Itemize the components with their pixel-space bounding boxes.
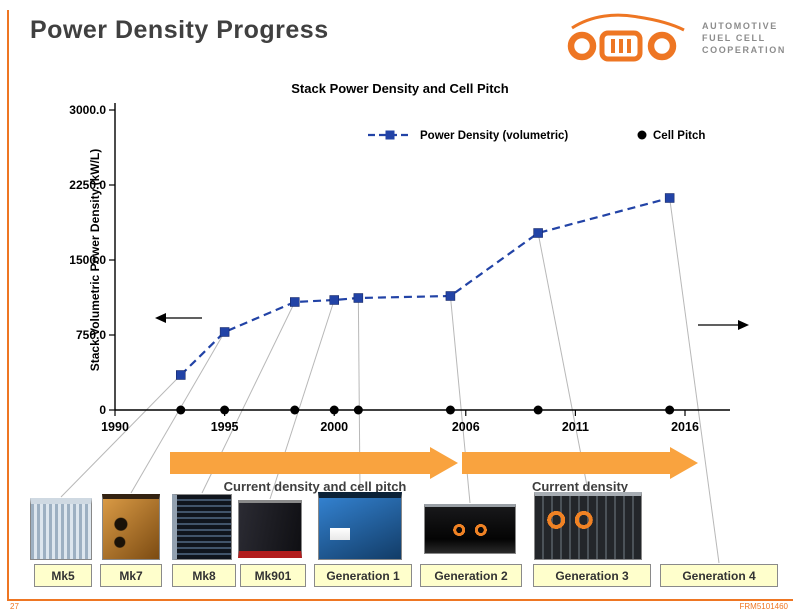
page-number: 27 bbox=[10, 602, 19, 611]
afcc-logo: AUTOMOTIVE FUEL CELL COOPERATION bbox=[566, 12, 786, 64]
x-tick-label: 2011 bbox=[562, 420, 589, 434]
power-density-marker bbox=[290, 297, 300, 307]
phase-label-2: Current density bbox=[531, 479, 629, 494]
power-density-marker bbox=[176, 370, 186, 380]
mk5-label: Mk5 bbox=[34, 564, 92, 587]
generation2-photo bbox=[424, 504, 516, 554]
y-tick-label: 3000.0 bbox=[69, 103, 106, 117]
y-tick-label: 0 bbox=[99, 403, 106, 417]
power-density-marker bbox=[219, 327, 230, 337]
mk901-label: Mk901 bbox=[240, 564, 306, 587]
logo-text-line3: COOPERATION bbox=[702, 45, 786, 55]
power-density-chart: 0 750.0 1500.0 2250.0 3000.0 1990 1995 2000 2006… bbox=[69, 103, 749, 434]
phase-label-1: Current density and cell pitch bbox=[223, 479, 407, 494]
mk5-photo bbox=[30, 498, 92, 560]
y-tick-label: 1500.0 bbox=[69, 253, 106, 267]
cell-pitch-marker bbox=[665, 405, 675, 415]
phase-arrow-1 bbox=[170, 447, 458, 479]
slide-accent-border-left bbox=[7, 10, 9, 600]
mk8-photo bbox=[172, 494, 232, 560]
x-tick-label: 2016 bbox=[671, 420, 699, 434]
generation4-label: Generation 4 bbox=[660, 564, 778, 587]
cell-pitch-marker bbox=[176, 405, 186, 415]
page-title: Power Density Progress bbox=[30, 16, 329, 44]
power-density-marker bbox=[445, 291, 456, 301]
phase-arrow-2 bbox=[462, 447, 698, 479]
right-axis-arrow-icon bbox=[738, 320, 749, 330]
power-density-marker bbox=[533, 228, 543, 238]
cell-pitch-marker bbox=[353, 405, 363, 415]
generation3-photo bbox=[534, 492, 642, 560]
legend-power-density-marker bbox=[385, 130, 395, 140]
logo-text-line1: AUTOMOTIVE bbox=[702, 21, 778, 31]
cell-pitch-marker bbox=[290, 405, 300, 415]
cell-pitch-marker bbox=[329, 405, 339, 415]
afcc-logo-text: AUTOMOTIVE FUEL CELL COOPERATION bbox=[702, 20, 786, 56]
x-tick-label: 2006 bbox=[452, 420, 480, 434]
x-tick-label: 2000 bbox=[320, 420, 348, 434]
generation1-label: Generation 1 bbox=[314, 564, 412, 587]
slide-accent-border-bottom bbox=[7, 599, 793, 601]
mk7-photo bbox=[102, 494, 160, 560]
power-density-line bbox=[180, 196, 670, 376]
x-tick-label: 1995 bbox=[211, 420, 239, 434]
power-density-marker bbox=[353, 293, 364, 303]
generation3-label: Generation 3 bbox=[533, 564, 651, 587]
y-tick-label: 2250.0 bbox=[69, 178, 106, 192]
afcc-logo-icon bbox=[567, 13, 685, 62]
legend-cell-pitch-label: Cell Pitch bbox=[653, 130, 705, 142]
power-density-marker bbox=[329, 295, 339, 305]
power-density-marker bbox=[664, 193, 675, 203]
y-tick-label: 750.0 bbox=[76, 328, 106, 342]
mk8-label: Mk8 bbox=[172, 564, 236, 587]
cell-pitch-marker bbox=[445, 405, 455, 415]
logo-text-line2: FUEL CELL bbox=[702, 33, 766, 43]
cell-pitch-marker bbox=[220, 405, 230, 415]
legend-power-density-label: Power Density (volumetric) bbox=[420, 130, 568, 142]
phase-arrows bbox=[170, 447, 698, 479]
generation1-photo bbox=[318, 492, 402, 560]
mk901-photo bbox=[238, 500, 302, 558]
cell-pitch-marker bbox=[533, 405, 543, 415]
left-axis-arrow-icon bbox=[155, 313, 166, 323]
chart-title: Stack Power Density and Cell Pitch bbox=[291, 81, 509, 96]
legend-cell-pitch-marker bbox=[637, 130, 647, 140]
footer-document-code: FRM5101460 bbox=[739, 602, 788, 611]
generation2-label: Generation 2 bbox=[420, 564, 522, 587]
mk7-label: Mk7 bbox=[100, 564, 162, 587]
x-tick-label: 1990 bbox=[101, 420, 129, 434]
